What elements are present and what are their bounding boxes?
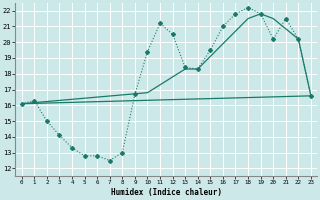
- X-axis label: Humidex (Indice chaleur): Humidex (Indice chaleur): [111, 188, 222, 197]
